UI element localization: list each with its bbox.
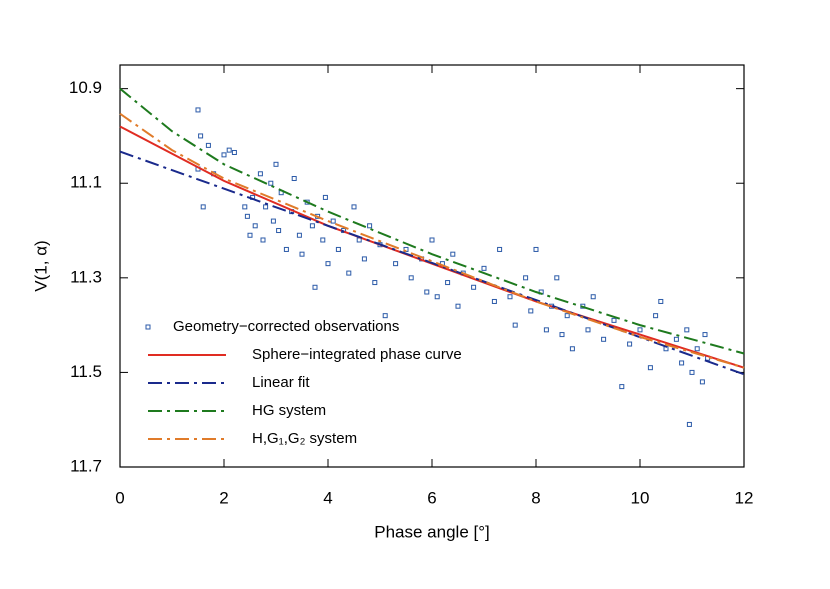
fit-line (119, 112, 745, 369)
observation-point (257, 171, 263, 177)
observation-point (242, 204, 248, 210)
observation-point (637, 327, 643, 333)
y-tick-label: 11.7 (70, 456, 102, 475)
observation-point (382, 313, 388, 319)
observation-point (611, 317, 617, 323)
x-tick-label: 8 (531, 488, 540, 507)
observation-point (244, 213, 250, 219)
observation-point (699, 379, 705, 385)
observation-point (471, 284, 477, 290)
observation-point (335, 246, 341, 252)
plot-frame (119, 64, 745, 468)
observation-point (200, 204, 206, 210)
x-tick-label: 6 (427, 488, 436, 507)
observation-point (445, 280, 451, 286)
observation-point (270, 218, 276, 224)
legend-label: H,G₁,G₂ system (252, 430, 357, 447)
observation-point (195, 107, 201, 113)
observation-point (481, 265, 487, 271)
observation-point (260, 237, 266, 243)
observation-point (523, 275, 529, 281)
legend-label: HG system (252, 402, 326, 419)
observation-point (291, 176, 297, 182)
observation-point (686, 421, 692, 427)
observation-point (507, 294, 513, 300)
observation-point (653, 313, 659, 319)
observation-point (559, 332, 565, 338)
observation-point (590, 294, 596, 300)
observation-point (512, 322, 518, 328)
observation-point (455, 303, 461, 309)
observation-point (647, 365, 653, 371)
observation-point (252, 223, 258, 229)
x-tick-label: 2 (219, 488, 228, 507)
observation-point (372, 280, 378, 286)
observation-point (543, 327, 549, 333)
observation-point (694, 346, 700, 352)
observation-point (312, 284, 318, 290)
observation-point (533, 246, 539, 252)
legend-label: Sphere−integrated phase curve (252, 346, 462, 363)
observation-point (231, 149, 237, 155)
observation-point (528, 308, 534, 314)
observation-point (330, 218, 336, 224)
observation-point (689, 369, 695, 375)
observation-point (424, 289, 430, 295)
legend-label: Geometry−corrected observations (173, 318, 399, 335)
observation-point (226, 147, 232, 153)
y-tick-label: 11.1 (70, 173, 102, 192)
legend-swatch (145, 324, 151, 330)
observation-point (325, 261, 331, 267)
observation-point (585, 327, 591, 333)
observation-point (554, 275, 560, 281)
observation-point (702, 332, 708, 338)
x-tick-label: 12 (735, 488, 754, 507)
observation-point (247, 232, 253, 238)
observation-point (263, 204, 269, 210)
y-tick-label: 10.9 (69, 78, 102, 97)
legend-label: Linear fit (252, 374, 310, 391)
observation-point (684, 327, 690, 333)
observation-point (619, 384, 625, 390)
observation-point (569, 346, 575, 352)
observation-point (346, 270, 352, 276)
observation-point (673, 336, 679, 342)
observation-point (322, 194, 328, 200)
observation-point (434, 294, 440, 300)
observation-point (351, 204, 357, 210)
x-axis-label: Phase angle [°] (374, 522, 490, 541)
observation-point (273, 161, 279, 167)
observation-point (497, 246, 503, 252)
observation-point (276, 228, 282, 234)
observation-point (296, 232, 302, 238)
observation-point (309, 223, 315, 229)
y-tick-label: 11.3 (70, 267, 102, 286)
y-axis-label: V(1, α) (31, 240, 50, 291)
observation-point (393, 261, 399, 267)
observation-point (429, 237, 435, 243)
x-tick-label: 0 (115, 488, 124, 507)
observation-point (627, 341, 633, 347)
observation-point (658, 298, 664, 304)
observation-point (491, 298, 497, 304)
observation-point (320, 237, 326, 243)
observation-point (283, 246, 289, 252)
x-tick-label: 10 (631, 488, 650, 507)
observation-point (299, 251, 305, 257)
observation-point (450, 251, 456, 257)
observation-point (268, 180, 274, 186)
observation-point (205, 142, 211, 148)
observation-point (601, 336, 607, 342)
observation-point (564, 313, 570, 319)
observation-point (361, 256, 367, 262)
observation-point (198, 133, 204, 139)
fit-line (119, 87, 745, 355)
observation-point (221, 152, 227, 158)
observation-point (408, 275, 414, 281)
observation-point (679, 360, 685, 366)
observation-point (367, 223, 373, 229)
x-tick-label: 4 (323, 488, 332, 507)
y-tick-label: 11.5 (70, 362, 102, 381)
